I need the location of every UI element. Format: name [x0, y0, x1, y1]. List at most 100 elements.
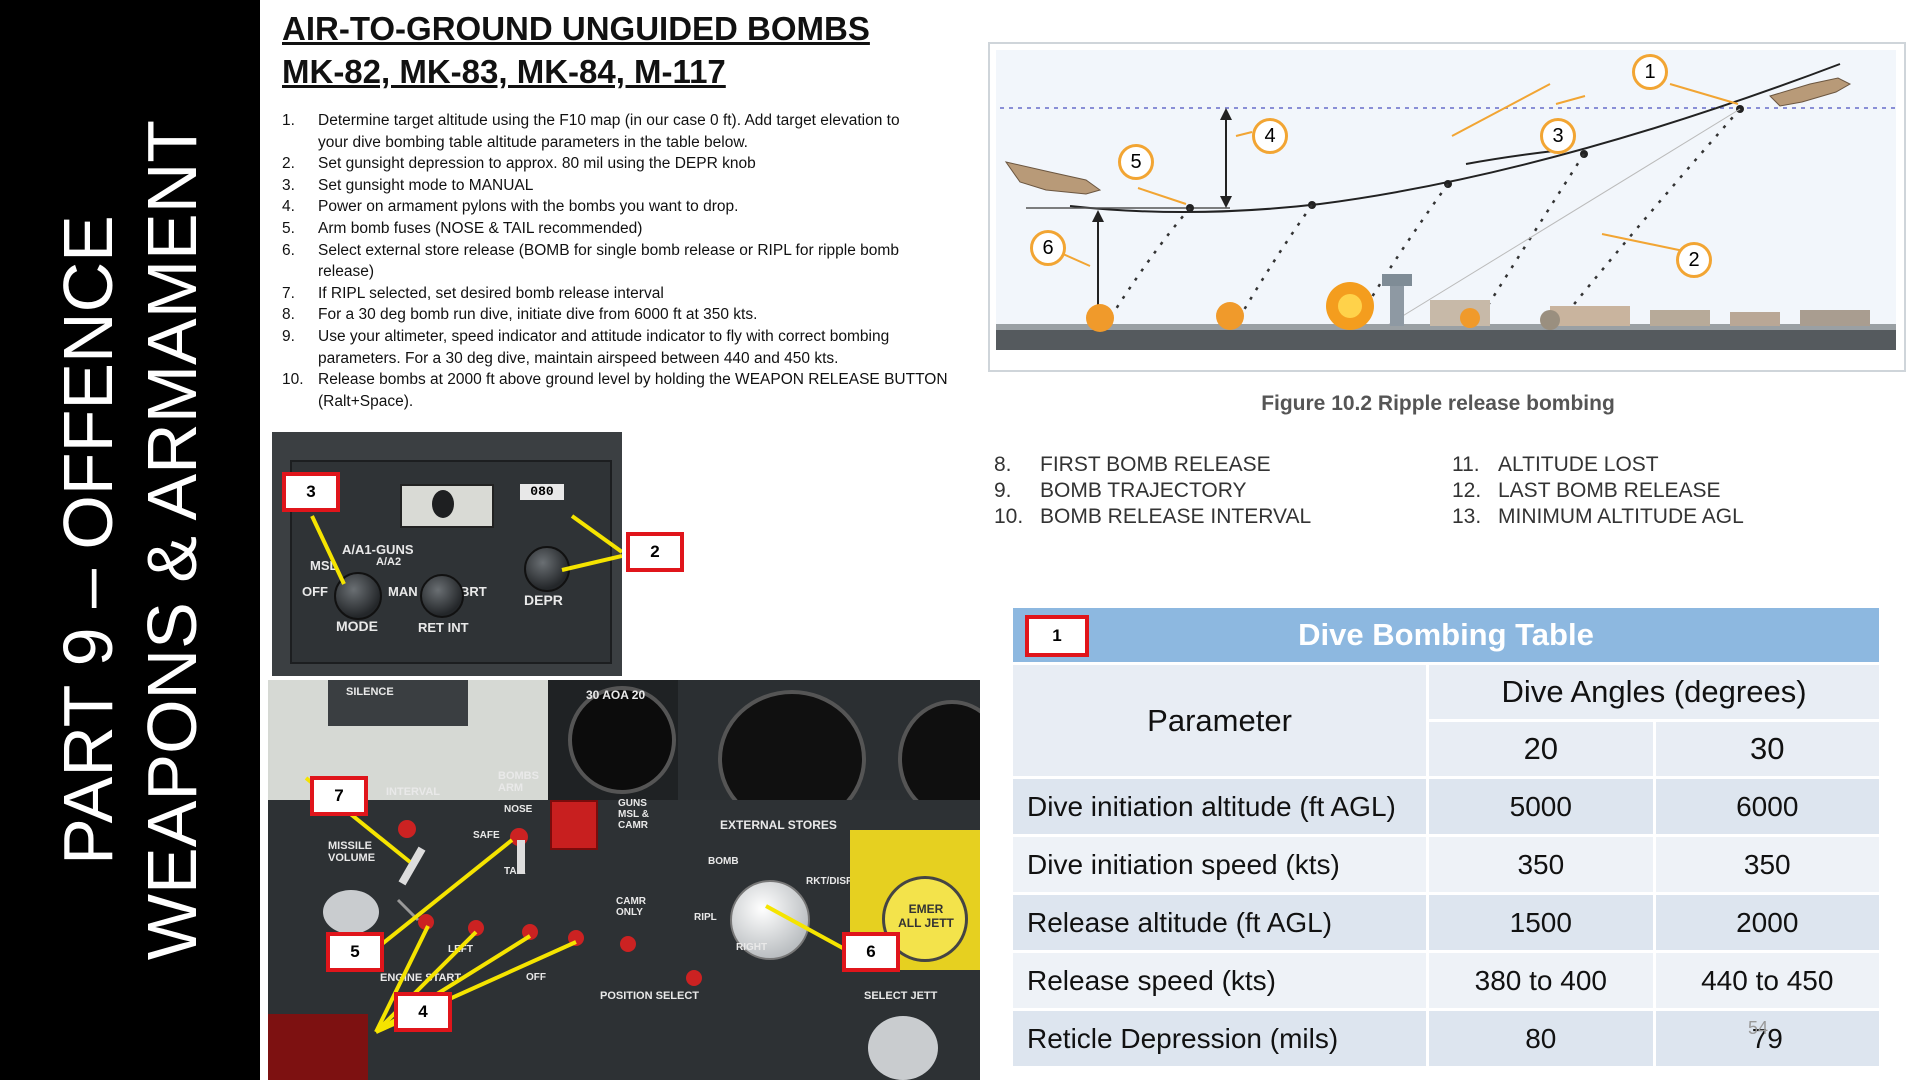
- legend-text: BOMB RELEASE INTERVAL: [1040, 505, 1312, 528]
- guard-cover[interactable]: [550, 800, 598, 850]
- legend-number: 11.: [1452, 453, 1480, 476]
- explosion: [1460, 308, 1480, 328]
- label-bombs-arm: BOMBS ARM: [498, 770, 539, 794]
- label-select-jett: SELECT JETT: [864, 990, 938, 1002]
- legend-item: 8. FIRST BOMB RELEASE: [994, 452, 1414, 478]
- param-cell: Release speed (kts): [1009, 950, 1430, 1011]
- ret-int-knob[interactable]: [420, 574, 464, 618]
- table-row: Reticle Depression (mils) 80 79: [1009, 1008, 1883, 1069]
- step-item: 4. Power on armament pylons with the bomb…: [282, 196, 962, 218]
- label-right: RIGHT: [736, 942, 768, 953]
- step-item: 1. Determine target altitude using the F1…: [282, 110, 962, 153]
- flight-path: [1069, 63, 1841, 214]
- arrow: [360, 838, 514, 962]
- aircraft-pullout: [1769, 77, 1852, 107]
- step-text: Release bombs at 2000 ft above ground le…: [318, 371, 948, 389]
- step-item: 3. Set gunsight mode to MANUAL: [282, 175, 962, 197]
- figure-marker-5: 5: [1118, 144, 1154, 180]
- step-item: 6. Select external store release (BOMB fo…: [282, 240, 962, 283]
- table-angle-row: 20 30: [1012, 719, 1883, 779]
- label-safe: SAFE: [473, 830, 500, 841]
- figure-marker-1: 1: [1632, 54, 1668, 90]
- label-rkt-disp: RKT/DISP: [806, 876, 853, 887]
- param-cell: Dive initiation altitude (ft AGL): [1009, 776, 1430, 837]
- table-title: Dive Bombing Table: [1298, 617, 1594, 652]
- legend-text: FIRST BOMB RELEASE: [1040, 453, 1271, 476]
- label-ret-int: RET INT: [418, 620, 469, 635]
- sight-line: [1369, 108, 1741, 337]
- building: [1550, 306, 1630, 326]
- label-silence: SILENCE: [346, 686, 394, 698]
- heading-line1: AIR-TO-GROUND UNGUIDED BOMBS: [282, 10, 870, 47]
- legend-number: 10.: [994, 505, 1024, 528]
- value-cell: 1500: [1426, 892, 1656, 953]
- value-cell: 5000: [1426, 776, 1656, 837]
- marker-leader: [1555, 95, 1586, 105]
- armament-arrows: [304, 776, 851, 1034]
- marker-leader: [1669, 83, 1739, 105]
- armament-panel-image: SILENCE 30 AOA 20 INTERVAL MISSILE VOLUM…: [268, 680, 980, 1080]
- pylon-indicator: [522, 924, 538, 940]
- figure-marker-4: 4: [1252, 118, 1288, 154]
- missile-volume-knob[interactable]: [323, 890, 379, 934]
- legend-item: 13. MINIMUM ALTITUDE AGL: [1452, 504, 1872, 530]
- label-nose: NOSE: [504, 804, 533, 815]
- legend-item: 11. ALTITUDE LOST: [1452, 452, 1872, 478]
- slide-number: 54: [1748, 1018, 1769, 1038]
- step-number: 5.: [282, 219, 295, 237]
- red-switch-guards[interactable]: [268, 1014, 368, 1080]
- arrow-head: [1092, 210, 1104, 222]
- step-number: 7.: [282, 284, 295, 302]
- legend-text: BOMB TRAJECTORY: [1040, 479, 1247, 502]
- step-text: Set gunsight depression to approx. 80 mi…: [318, 155, 756, 173]
- step-text: Determine target altitude using the F10 …: [318, 112, 900, 129]
- value-cell: 350: [1426, 834, 1656, 895]
- gunsight-arrows: [310, 514, 622, 585]
- building: [1800, 310, 1870, 326]
- label-a-a2: A/A2: [376, 556, 402, 568]
- aircraft-entry: [1004, 161, 1102, 195]
- ripple-bombing-figure: 1 2 3 4 5 6: [988, 42, 1906, 372]
- lamp-lens: [432, 490, 454, 518]
- label-emer-all-jett: EMER ALL JETT: [898, 902, 954, 930]
- marker-leader: [1451, 83, 1551, 137]
- step-number: 8.: [282, 306, 295, 324]
- label-interval: INTERVAL: [386, 786, 440, 798]
- label-guns: GUNS MSL & CAMR: [618, 798, 649, 831]
- value-cell: 350: [1652, 834, 1883, 895]
- label-missile-volume: MISSILE VOLUME: [328, 840, 376, 864]
- value-cell: 440 to 450: [1652, 950, 1883, 1011]
- step-item: 10. Release bombs at 2000 ft above ground…: [282, 369, 962, 412]
- building: [1650, 310, 1710, 326]
- step-text: Power on armament pylons with the bombs …: [318, 198, 739, 216]
- figure-marker-2: 2: [1676, 242, 1712, 278]
- nose-tail-toggle[interactable]: [517, 840, 525, 874]
- label-brt: BRT: [460, 584, 487, 599]
- interval-indicator: [398, 820, 416, 838]
- step-text: Select external store release (BOMB for …: [318, 241, 899, 259]
- side-title-line2: WEAPONS & ARMAMENT: [133, 119, 211, 961]
- step-list: 1. Determine target altitude using the F1…: [282, 110, 962, 412]
- arrow: [570, 514, 622, 554]
- step-text: Set gunsight mode to MANUAL: [318, 176, 534, 194]
- legend-text: LAST BOMB RELEASE: [1498, 479, 1721, 502]
- step-number: 2.: [282, 155, 295, 173]
- angle-30-header: 30: [1652, 719, 1883, 779]
- arrow: [374, 925, 430, 1033]
- table-header-row: Parameter Dive Angles (degrees): [1009, 662, 1882, 779]
- callout-1: 1: [1025, 615, 1089, 657]
- building: [1730, 312, 1780, 326]
- figure-caption: Figure 10.2 Ripple release bombing: [1261, 392, 1615, 415]
- climb-gauge: [898, 700, 980, 818]
- value-cell: 6000: [1652, 776, 1883, 837]
- external-stores-selector[interactable]: [730, 880, 810, 960]
- gunsight-panel-image: 080 A/A1-GUNS A/A2 MSL OFF MAN BRT MODE …: [272, 432, 622, 676]
- label-bomb: BOMB: [708, 856, 739, 867]
- select-jett-knob[interactable]: [868, 1016, 938, 1080]
- bomb-trajectory: [1348, 183, 1450, 335]
- step-item: 9. Use your altimeter, speed indicator an…: [282, 326, 962, 369]
- marker-leader: [1137, 187, 1187, 205]
- bomb-trajectory: [1549, 108, 1741, 335]
- arrow: [374, 930, 478, 1034]
- table-title-cell: Dive Bombing Table 1: [1010, 605, 1882, 665]
